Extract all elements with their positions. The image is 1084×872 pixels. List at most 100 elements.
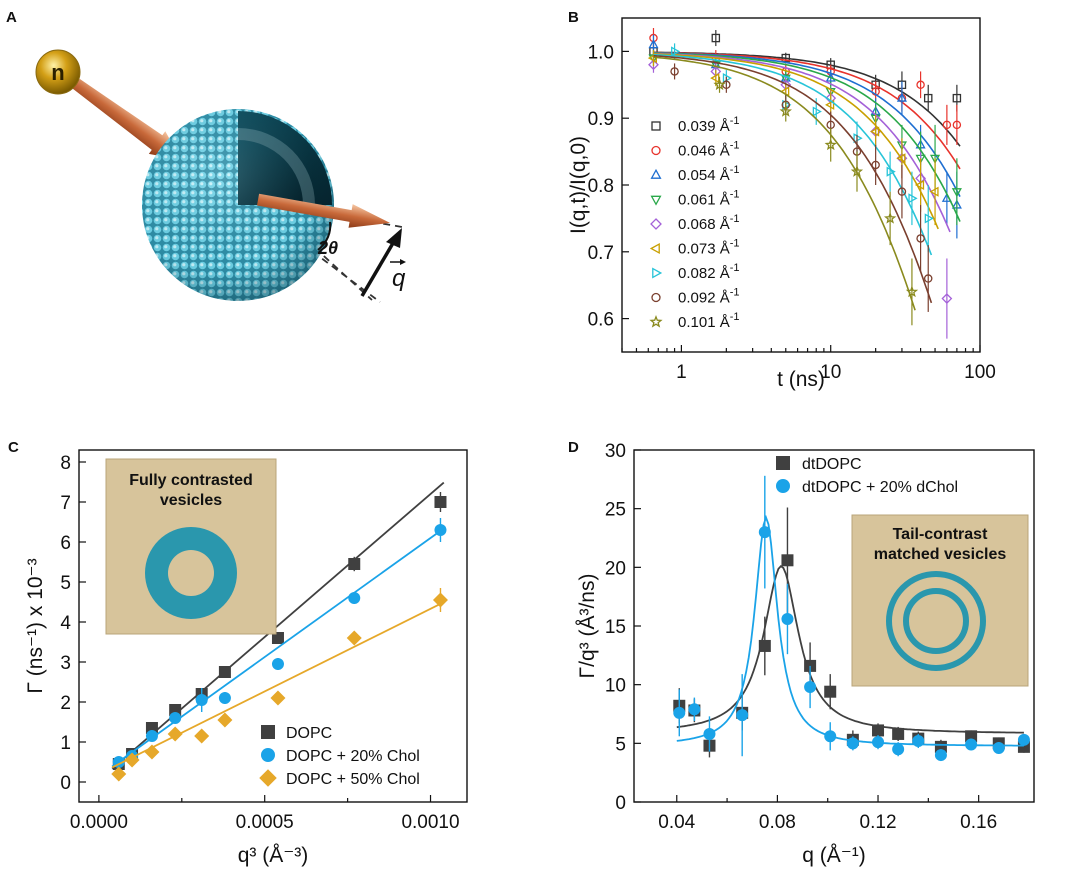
y-tick-label: 1.0 (588, 42, 614, 63)
data-point (872, 724, 885, 737)
data-point (346, 630, 362, 646)
legend-marker (651, 145, 661, 156)
angle-label: 2θ (317, 238, 338, 258)
y-axis-label: I(q,t)/I(q,0) (567, 136, 590, 234)
legend-label: 0.082 Å-1 (678, 262, 740, 282)
y-tick-label: 0 (615, 793, 626, 814)
series-3 (111, 588, 448, 782)
data-point (434, 524, 447, 536)
angle-arc (317, 221, 332, 251)
decay-legend: 0.039 Å-10.046 Å-10.054 Å-10.061 Å-10.06… (649, 115, 740, 331)
q-vector-arrow (360, 237, 398, 297)
data-point (850, 165, 864, 177)
y-tick-label: 20 (605, 558, 626, 579)
data-point (271, 658, 284, 670)
y-tick-label: 6 (60, 533, 71, 554)
inset-title-line-1: Tail-contrast (893, 526, 989, 543)
y-tick-label: 25 (605, 500, 626, 521)
data-point (965, 730, 978, 743)
data-point (923, 93, 933, 103)
y-tick-label: 1 (60, 733, 71, 754)
data-point (710, 73, 720, 84)
x-tick-label: 0.12 (860, 812, 897, 833)
data-point (952, 93, 962, 103)
y-tick-label: 15 (605, 617, 626, 638)
data-point (779, 104, 792, 117)
vesicle-core (168, 550, 214, 596)
data-point (713, 78, 726, 91)
incident-beam-arrow (72, 78, 182, 161)
data-point (432, 592, 448, 608)
legend-label-text: 0.061 Å (678, 192, 730, 209)
data-point (144, 744, 160, 760)
data-point (648, 39, 659, 49)
inset-title-line-2: vesicles (160, 492, 222, 509)
legend-marker (650, 168, 662, 179)
fit-curve (653, 53, 939, 230)
vesicle-inner-leaflet (903, 588, 969, 654)
fit-line (111, 527, 445, 768)
panel-label-d: D (568, 439, 579, 456)
data-point (270, 690, 286, 706)
data-point (824, 138, 837, 151)
legend-label-sup: -1 (730, 213, 740, 225)
q-vector-label: q (392, 265, 406, 292)
x-tick-label: 0.0010 (401, 812, 459, 833)
plot-frame (78, 449, 468, 803)
data-point (908, 193, 918, 204)
data-point (853, 133, 863, 144)
data-point (673, 706, 686, 719)
data-point (914, 179, 925, 191)
q-vector-overarrow-head (400, 259, 406, 265)
data-point (758, 639, 771, 652)
data-point (871, 160, 880, 170)
x-axis-label: q³ (Å⁻³) (238, 844, 309, 867)
data-point (934, 749, 947, 762)
x-tick-label: 1 (676, 362, 687, 383)
y-tick-label: 0 (60, 773, 71, 794)
fit-curve (653, 54, 933, 304)
panel-d: D 0.04 0.08 0.12 0.16 0 5 10 15 20 25 30 q (Å⁻¹) Γ/q… (568, 439, 1035, 867)
fit-curve (653, 52, 951, 233)
legend-label: 0.101 Å-1 (678, 311, 740, 331)
legend-label-text: 0.046 Å (678, 143, 730, 160)
y-tick-label: 2 (60, 693, 71, 714)
legend-label: 0.054 Å-1 (678, 164, 740, 184)
data-point (951, 188, 962, 198)
data-point (892, 727, 905, 740)
legend-label-text: 0.073 Å (678, 241, 730, 258)
y-tick-label: 5 (60, 573, 71, 594)
data-point (758, 526, 771, 539)
data-point (941, 293, 953, 304)
y-tick-label: 0.9 (588, 109, 614, 130)
legend-label-text: 0.054 Å (678, 167, 730, 184)
legend-label: DOPC + 20% Chol (286, 748, 420, 765)
x-axis-label: t (ns) (777, 368, 825, 391)
y-axis-label: Γ/q³ (Å³/ns) (576, 574, 599, 679)
legend-label-text: 0.082 Å (678, 265, 730, 282)
y-tick-label: 10 (605, 676, 626, 697)
data-point (824, 685, 837, 698)
y-tick-label: 3 (60, 653, 71, 674)
legend-marker (261, 725, 275, 739)
data-point (780, 74, 791, 84)
data-point (194, 728, 210, 744)
legend-label: 0.039 Å-1 (678, 115, 740, 135)
transmitted-direction-line (314, 247, 373, 301)
legend-marker (652, 267, 663, 279)
series-9 (653, 56, 919, 326)
data-point (872, 736, 885, 749)
data-point (688, 703, 701, 716)
data-point (965, 738, 978, 751)
data-point (892, 743, 905, 756)
x-tick-label: 0.16 (960, 812, 997, 833)
data-point (218, 666, 231, 678)
legend-marker (649, 314, 663, 328)
legend-label-text: 0.101 Å (678, 314, 730, 331)
normalized-rate-plot: 0.04 0.08 0.12 0.16 0 5 10 15 20 25 30 q (Å⁻¹) Γ/q³ … (576, 441, 1035, 867)
data-point (169, 712, 182, 724)
panel-b: B 1 10 100 0.6 0.7 0.8 0.9 1.0 t (ns) I(q,t)/I(q,… (567, 9, 996, 391)
legend-label: DOPC (286, 725, 332, 742)
data-point (897, 187, 907, 196)
legend-label: 0.092 Å-1 (678, 287, 740, 307)
